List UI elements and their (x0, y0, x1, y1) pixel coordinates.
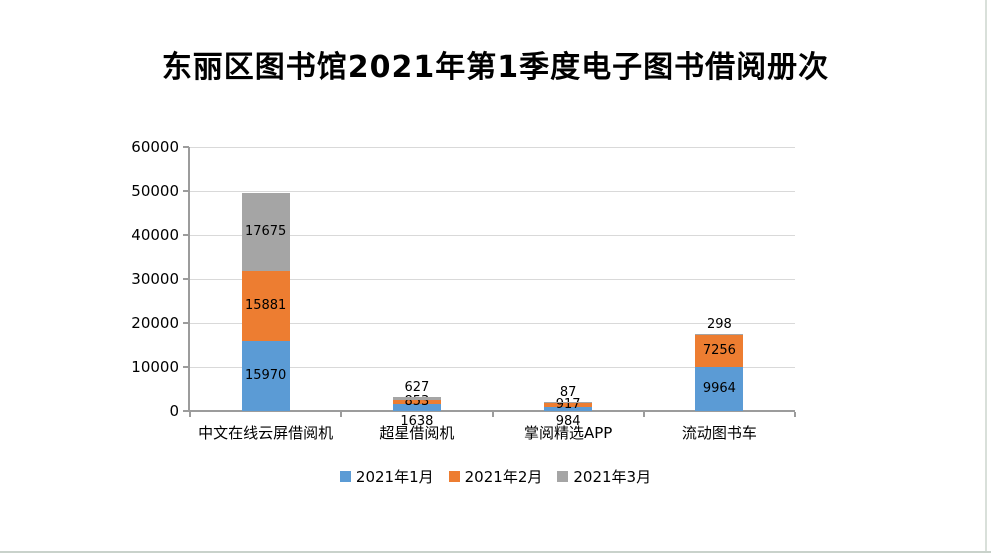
gridline (190, 234, 795, 236)
y-axis-tick-label: 30000 (131, 270, 179, 288)
data-label: 984 (555, 414, 581, 429)
data-label: 1638 (400, 414, 434, 429)
bar-segment (241, 340, 290, 411)
x-axis-tick (642, 412, 645, 417)
legend-item: 2021年2月 (448, 466, 543, 487)
category-label: 超星借阅机 (379, 424, 455, 442)
window-edge-right (985, 0, 987, 553)
bar-segment (544, 406, 593, 411)
legend-label: 2021年2月 (464, 468, 543, 486)
y-axis-line (188, 147, 190, 411)
gridline (190, 278, 795, 280)
category-label: 掌阅精选APP (523, 424, 613, 442)
y-axis-tick (183, 366, 189, 368)
x-axis-tick (491, 412, 494, 417)
data-label: 627 (404, 380, 430, 396)
x-axis-tick (189, 412, 191, 417)
x-axis-line (188, 410, 795, 412)
y-axis-tick-label: 20000 (131, 314, 179, 332)
legend-swatch (448, 471, 460, 482)
bar-segment (695, 335, 744, 368)
y-axis-tick (183, 278, 189, 280)
data-label: 15970 (244, 367, 287, 383)
category-label: 流动图书车 (681, 424, 757, 442)
bar-segment (392, 400, 441, 404)
y-axis-tick-label: 60000 (131, 138, 179, 156)
legend-item: 2021年3月 (557, 466, 651, 487)
y-axis-tick-label: 40000 (131, 226, 179, 244)
gridline (190, 146, 795, 148)
data-label: 15881 (244, 297, 287, 313)
y-axis-tick (183, 146, 189, 148)
bar-segment (392, 403, 441, 411)
y-axis-tick (183, 322, 189, 324)
data-label: 7256 (702, 343, 736, 359)
data-label: 17675 (244, 223, 287, 239)
legend-item: 2021年1月 (339, 466, 434, 487)
bar-segment (241, 193, 290, 271)
data-label: 917 (555, 396, 581, 412)
data-label: 87 (559, 385, 577, 401)
chart-title: 东丽区图书馆2021年第1季度电子图书借阅册次 (161, 50, 830, 85)
gridline (190, 366, 795, 368)
y-axis-tick-label: 50000 (131, 182, 179, 200)
bar-segment (544, 402, 593, 407)
gridline (190, 190, 795, 192)
legend-swatch (339, 471, 351, 482)
gridline (190, 322, 795, 324)
y-axis-tick (183, 234, 189, 236)
window-edge-bottom (0, 551, 991, 553)
bar-segment (241, 270, 290, 341)
data-label: 298 (706, 316, 732, 332)
bar-segment (392, 397, 441, 401)
bar-segment (695, 333, 744, 336)
y-axis-tick (183, 190, 189, 192)
category-label: 中文在线云屏借阅机 (198, 424, 334, 442)
bar-segment (695, 367, 744, 411)
x-axis-tick (794, 412, 796, 417)
legend-label: 2021年1月 (355, 468, 434, 486)
x-axis-tick (340, 412, 343, 417)
data-label: 9964 (702, 381, 736, 397)
legend-label: 2021年3月 (573, 468, 652, 486)
y-axis-tick (183, 410, 189, 412)
legend-swatch (557, 471, 569, 482)
y-axis-tick-label: 10000 (131, 358, 179, 376)
y-axis-tick-label: 0 (169, 402, 179, 420)
legend: 2021年1月 2021年2月 2021年3月 (0, 466, 991, 487)
